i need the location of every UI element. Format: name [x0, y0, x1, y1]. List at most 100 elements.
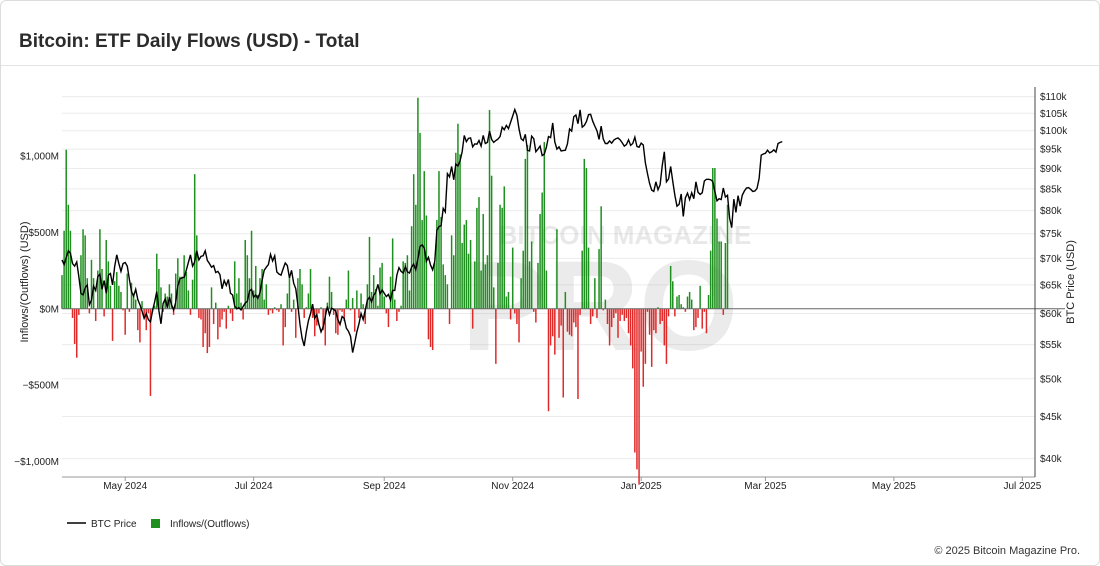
flow-bar	[672, 281, 674, 309]
flow-bar	[80, 255, 82, 309]
flow-bar	[299, 269, 301, 309]
flow-bar	[417, 97, 419, 309]
flow-bar	[246, 255, 249, 309]
flow-bar	[284, 308, 286, 328]
legend-flows-label[interactable]: Inflows/(Outflows)	[170, 519, 249, 530]
flow-bar	[610, 308, 613, 328]
y2-tick-label: $45k	[1040, 412, 1063, 423]
y2-tick-label: $85k	[1040, 184, 1063, 195]
flow-bar	[518, 308, 520, 343]
flow-bar	[577, 308, 579, 399]
flow-bar	[720, 241, 722, 309]
flow-bar	[450, 235, 453, 309]
flow-bar	[625, 308, 628, 318]
flow-bar	[362, 304, 364, 309]
flow-bar	[71, 308, 74, 318]
flow-bar	[147, 308, 150, 314]
flow-bar	[573, 308, 575, 323]
x-axis: May 2024 Jul 2024 Sep 2024 Nov 2024 Jan 2025…	[103, 477, 1042, 492]
flow-bar	[537, 262, 539, 309]
flow-bar	[627, 308, 630, 334]
flow-bar	[459, 154, 461, 309]
flow-bar	[309, 269, 312, 309]
flow-bar	[90, 259, 93, 309]
flow-bar	[120, 291, 122, 309]
flow-bar	[623, 308, 626, 321]
flow-bar	[269, 308, 272, 311]
flow-bar	[191, 279, 194, 309]
flow-bar	[570, 308, 573, 337]
flow-bar	[139, 308, 141, 343]
flow-bar	[337, 308, 339, 335]
flow-bar	[252, 290, 255, 309]
legend: BTC Price Inflows/(Outflows)	[67, 519, 249, 530]
card-header: Bitcoin: ETF Daily Flows (USD) - Total	[1, 1, 1099, 66]
flow-bar	[419, 132, 421, 309]
flow-bar	[621, 308, 623, 315]
flow-bar	[714, 168, 716, 309]
flow-bar	[185, 272, 188, 309]
flow-bar	[105, 239, 107, 309]
flow-bar	[116, 272, 118, 309]
flow-bar	[170, 293, 173, 309]
flow-bar	[88, 308, 91, 314]
flow-bar	[520, 278, 522, 309]
flow-bar	[415, 204, 417, 309]
flow-bar	[240, 302, 242, 309]
btc-price-line	[61, 107, 783, 353]
y-tick-label: $0M	[40, 304, 59, 315]
flow-bar	[265, 284, 268, 309]
flow-bar	[202, 308, 204, 347]
flow-bar	[705, 308, 708, 334]
flow-bar	[233, 261, 236, 309]
flow-bar	[478, 197, 480, 309]
flow-bar	[545, 270, 548, 309]
flow-bar	[351, 298, 354, 309]
flow-bar	[267, 308, 270, 315]
y-axis-left-label: Inflows/(Outflows) (USD)	[19, 221, 31, 342]
flow-bar	[688, 291, 691, 309]
flow-bar	[661, 308, 663, 321]
flow-bar	[255, 265, 257, 309]
flow-bar	[613, 308, 615, 318]
flow-bar	[427, 308, 430, 340]
flow-bar	[556, 229, 558, 309]
y-tick-label: −$1,000M	[14, 457, 59, 468]
flow-bar	[273, 307, 276, 309]
flow-bar	[686, 296, 689, 309]
flow-bar	[699, 285, 701, 309]
flow-bar	[659, 308, 661, 325]
flow-bar	[303, 308, 305, 318]
flow-bar	[526, 145, 529, 309]
flow-bar	[238, 278, 240, 309]
chart-title: Bitcoin: ETF Daily Flows (USD) - Total	[19, 31, 360, 52]
flow-bar	[145, 308, 147, 331]
flow-bar	[617, 308, 619, 338]
flow-bar	[463, 224, 466, 309]
flow-bar	[358, 308, 360, 318]
flow-bar	[423, 171, 425, 309]
flow-bar	[600, 206, 602, 309]
flow-bar	[587, 247, 590, 309]
flow-bar	[227, 305, 230, 309]
flow-bar	[581, 250, 583, 309]
y2-tick-label: $100k	[1040, 126, 1068, 137]
flow-bar	[332, 308, 335, 315]
flow-bar	[663, 308, 666, 346]
flow-bar	[324, 308, 327, 346]
flow-bar	[381, 262, 383, 309]
flow-bar	[297, 278, 299, 309]
y2-tick-label: $60k	[1040, 309, 1063, 320]
flow-bar	[345, 299, 348, 309]
flow-bar	[406, 255, 409, 309]
flow-bar	[335, 308, 337, 334]
flow-bar	[387, 308, 390, 328]
flow-bar	[313, 308, 316, 337]
legend-price-label[interactable]: BTC Price	[91, 519, 137, 530]
y2-tick-label: $80k	[1040, 206, 1063, 217]
flow-bar	[109, 285, 112, 309]
flow-bar	[604, 299, 607, 309]
flow-bar	[457, 123, 459, 309]
flow-bar	[353, 308, 356, 332]
flow-bar	[368, 236, 371, 309]
